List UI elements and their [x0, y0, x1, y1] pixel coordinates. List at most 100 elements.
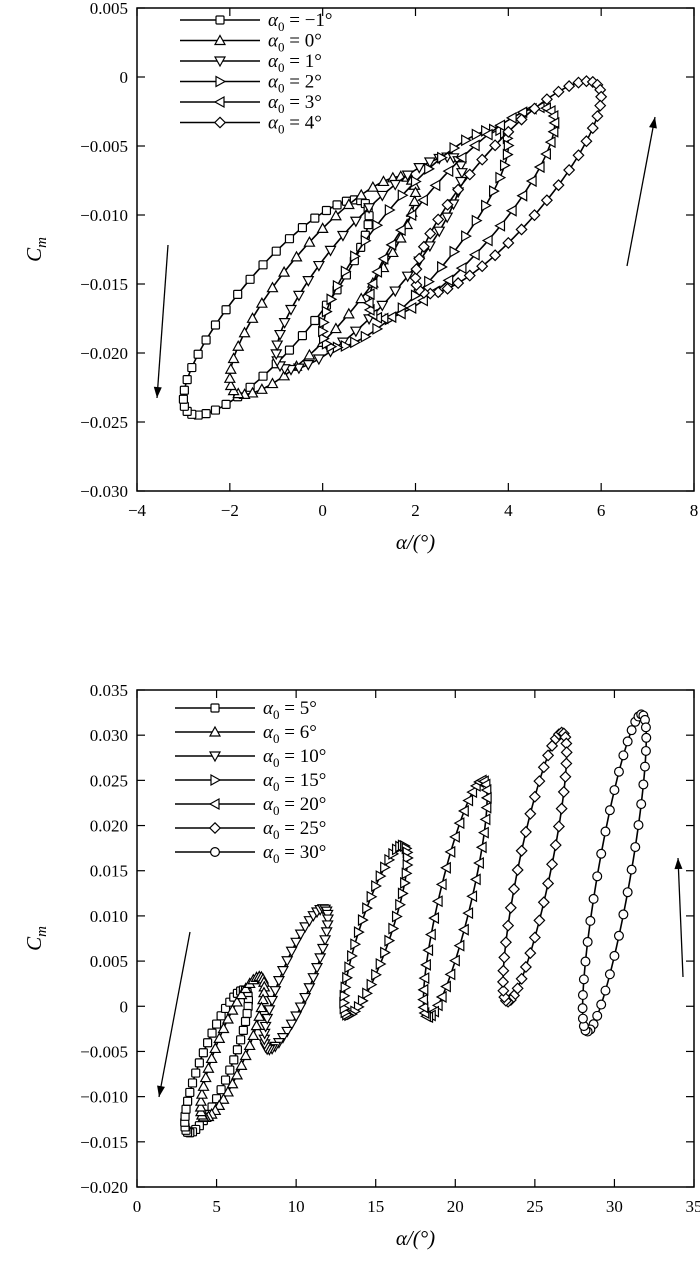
legend-marker — [215, 75, 227, 88]
data-point — [488, 185, 500, 198]
x-tick-label: 5 — [212, 1197, 221, 1216]
data-point — [638, 779, 649, 790]
data-point — [480, 791, 492, 804]
x-tick-label: 6 — [597, 501, 606, 520]
data-point — [278, 265, 291, 277]
data-point — [548, 116, 560, 129]
data-point — [507, 883, 521, 896]
plot-frame — [136, 689, 695, 1188]
data-point — [246, 386, 259, 398]
data-point — [572, 149, 585, 162]
data-point — [238, 1025, 248, 1035]
data-point — [528, 102, 541, 115]
data-point — [230, 995, 244, 1007]
data-point — [386, 246, 399, 258]
data-point — [401, 867, 413, 880]
data-point — [609, 785, 620, 796]
data-point — [314, 953, 327, 965]
data-point — [182, 375, 192, 385]
data-point — [332, 200, 342, 210]
legend-label: α0 = −1° — [268, 10, 333, 34]
y-tick-label: −0.015 — [80, 1133, 128, 1152]
data-point — [397, 189, 409, 202]
data-point — [429, 179, 441, 192]
data-point — [349, 326, 362, 338]
data-point — [201, 409, 211, 419]
data-point — [198, 1048, 208, 1058]
data-point — [366, 890, 378, 903]
legend-label: α0 = 4° — [268, 113, 322, 137]
data-point — [505, 111, 517, 124]
data-point — [636, 799, 647, 810]
data-point — [285, 946, 298, 958]
data-point — [201, 335, 211, 345]
data-point — [278, 369, 291, 381]
data-point — [502, 919, 515, 932]
data-point — [547, 125, 559, 138]
data-point — [432, 286, 445, 299]
data-point — [389, 286, 402, 298]
data-point — [417, 1001, 429, 1014]
data-point — [272, 976, 285, 987]
data-point — [563, 164, 576, 177]
data-point — [255, 296, 268, 308]
data-point — [207, 1028, 217, 1038]
data-point — [194, 1094, 208, 1106]
data-point — [560, 757, 573, 770]
data-point — [372, 322, 384, 335]
data-point — [410, 263, 423, 276]
data-point — [316, 943, 329, 955]
data-point — [394, 224, 406, 237]
data-point — [285, 1019, 298, 1031]
data-point — [502, 125, 515, 138]
data-point — [319, 935, 332, 947]
data-point — [476, 260, 489, 273]
data-point — [384, 203, 396, 216]
data-point — [397, 887, 409, 900]
data-point — [400, 876, 411, 889]
data-point — [310, 315, 320, 326]
data-point — [475, 841, 487, 854]
data-point — [299, 992, 312, 1004]
data-point — [479, 813, 491, 826]
y-tick-label: 0.005 — [90, 0, 128, 18]
data-point — [342, 307, 355, 319]
data-point — [239, 1049, 252, 1061]
data-point — [469, 873, 481, 886]
data-point — [363, 220, 373, 230]
data-point — [380, 946, 391, 959]
y-tick-label: −0.005 — [80, 1042, 128, 1061]
data-point — [633, 820, 644, 831]
x-axis-label: α/(°) — [396, 530, 435, 554]
data-point — [604, 805, 615, 816]
data-point — [552, 179, 565, 192]
data-point — [224, 379, 237, 391]
data-point — [395, 898, 407, 911]
data-point — [385, 238, 397, 251]
data-point — [242, 1008, 252, 1019]
data-point — [376, 300, 389, 312]
data-point — [524, 947, 537, 960]
data-point — [371, 968, 382, 981]
data-point — [437, 151, 448, 164]
data-point — [355, 292, 368, 304]
legend-marker — [208, 797, 220, 811]
data-point — [307, 973, 320, 984]
data-point — [586, 122, 599, 135]
data-point — [552, 820, 565, 833]
data-point — [413, 162, 426, 174]
data-point — [600, 826, 611, 837]
data-point — [316, 222, 329, 233]
data-point — [366, 277, 378, 290]
data-point — [417, 294, 428, 307]
data-point — [302, 359, 315, 371]
data-point — [481, 234, 493, 247]
data-point — [441, 198, 454, 211]
x-tick-label: 25 — [526, 1197, 543, 1216]
data-point — [546, 858, 559, 871]
data-point — [247, 1029, 260, 1041]
data-point — [377, 252, 389, 265]
y-axis-label: Cm — [22, 237, 50, 262]
data-point — [261, 1013, 274, 1025]
data-point — [519, 825, 532, 838]
